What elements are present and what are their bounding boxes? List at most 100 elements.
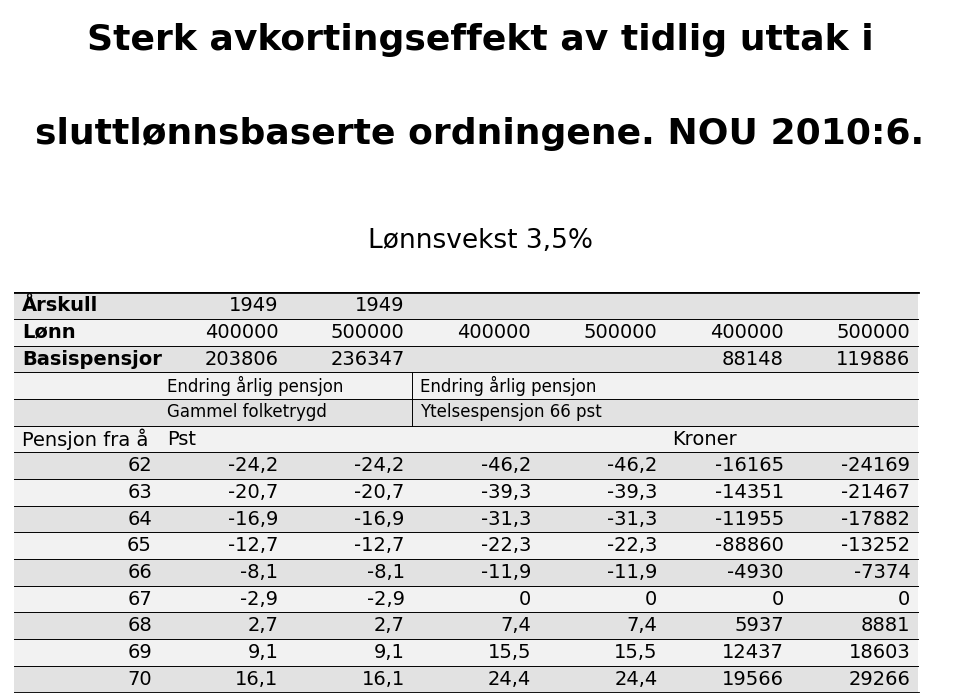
Text: 16,1: 16,1 (235, 670, 278, 688)
Text: -11,9: -11,9 (481, 563, 531, 582)
Text: -22,3: -22,3 (481, 537, 531, 555)
Text: 1949: 1949 (355, 296, 405, 315)
Text: -11955: -11955 (714, 509, 783, 528)
Text: 400000: 400000 (710, 323, 783, 342)
Text: -46,2: -46,2 (481, 457, 531, 475)
Text: Kroner: Kroner (672, 429, 737, 448)
Text: -12,7: -12,7 (228, 537, 278, 555)
Text: 5937: 5937 (734, 617, 783, 635)
Text: 24,4: 24,4 (488, 670, 531, 688)
Text: 0: 0 (518, 590, 531, 608)
Bar (14, 346, 918, 372)
Bar (14, 479, 918, 506)
Text: 500000: 500000 (331, 323, 405, 342)
Text: 15,5: 15,5 (614, 643, 658, 662)
Text: 63: 63 (128, 483, 152, 502)
Bar (14, 639, 918, 666)
Text: 119886: 119886 (836, 349, 910, 368)
Text: 67: 67 (128, 590, 152, 608)
Text: -2,9: -2,9 (367, 590, 405, 608)
Bar (14, 372, 918, 399)
Text: -22,3: -22,3 (607, 537, 658, 555)
Bar (14, 532, 918, 559)
Text: 2,7: 2,7 (373, 617, 405, 635)
Text: -12,7: -12,7 (354, 537, 405, 555)
Text: Lønn: Lønn (22, 323, 76, 342)
Bar (14, 506, 918, 532)
Text: Gammel folketrygd: Gammel folketrygd (167, 404, 326, 421)
Text: -24,2: -24,2 (354, 457, 405, 475)
Text: 15,5: 15,5 (488, 643, 531, 662)
Text: -39,3: -39,3 (481, 483, 531, 502)
Text: 236347: 236347 (330, 349, 405, 368)
Text: -17882: -17882 (841, 509, 910, 528)
Text: 16,1: 16,1 (362, 670, 405, 688)
Text: 9,1: 9,1 (248, 643, 278, 662)
Text: 500000: 500000 (836, 323, 910, 342)
Text: -21467: -21467 (841, 483, 910, 502)
Text: -20,7: -20,7 (228, 483, 278, 502)
Text: 8881: 8881 (861, 617, 910, 635)
Text: 66: 66 (128, 563, 152, 582)
Text: -11,9: -11,9 (607, 563, 658, 582)
Text: Basispensjor: Basispensjor (22, 349, 162, 368)
Text: -39,3: -39,3 (607, 483, 658, 502)
Bar (14, 666, 918, 693)
Text: Årskull: Årskull (22, 296, 98, 315)
Text: -16,9: -16,9 (354, 509, 405, 528)
Bar (14, 292, 918, 319)
Text: 500000: 500000 (584, 323, 658, 342)
Text: 0: 0 (898, 590, 910, 608)
Text: -20,7: -20,7 (354, 483, 405, 502)
Text: -88860: -88860 (715, 537, 783, 555)
Text: 9,1: 9,1 (373, 643, 405, 662)
Text: Lønnsvekst 3,5%: Lønnsvekst 3,5% (368, 228, 592, 254)
Text: 19566: 19566 (722, 670, 783, 688)
Text: Pst: Pst (167, 429, 196, 448)
Text: 7,4: 7,4 (500, 617, 531, 635)
Text: -8,1: -8,1 (367, 563, 405, 582)
Text: 0: 0 (772, 590, 783, 608)
Text: 62: 62 (128, 457, 152, 475)
Text: Endring årlig pensjon: Endring årlig pensjon (420, 376, 596, 396)
Text: -24,2: -24,2 (228, 457, 278, 475)
Text: Endring årlig pensjon: Endring årlig pensjon (167, 376, 344, 396)
Text: 88148: 88148 (722, 349, 783, 368)
Text: 18603: 18603 (849, 643, 910, 662)
Text: Pensjon fra å: Pensjon fra å (22, 428, 148, 450)
Text: 1949: 1949 (228, 296, 278, 315)
Bar (14, 319, 918, 346)
Text: 68: 68 (128, 617, 152, 635)
Text: 24,4: 24,4 (614, 670, 658, 688)
Text: -7374: -7374 (853, 563, 910, 582)
Bar (14, 426, 918, 452)
Text: -31,3: -31,3 (481, 509, 531, 528)
Bar (14, 586, 918, 612)
Text: 70: 70 (128, 670, 152, 688)
Text: 64: 64 (128, 509, 152, 528)
Text: 65: 65 (127, 537, 152, 555)
Text: 203806: 203806 (204, 349, 278, 368)
Text: 7,4: 7,4 (627, 617, 658, 635)
Text: -4930: -4930 (728, 563, 783, 582)
Text: -2,9: -2,9 (240, 590, 278, 608)
Text: -13252: -13252 (841, 537, 910, 555)
Bar (14, 399, 918, 426)
Text: 0: 0 (645, 590, 658, 608)
Text: 12437: 12437 (722, 643, 783, 662)
Bar (14, 612, 918, 639)
Text: sluttlønnsbaserte ordningene. NOU 2010:6.: sluttlønnsbaserte ordningene. NOU 2010:6… (36, 117, 924, 151)
Text: -31,3: -31,3 (607, 509, 658, 528)
Text: 29266: 29266 (849, 670, 910, 688)
Text: -16,9: -16,9 (228, 509, 278, 528)
Text: -24169: -24169 (841, 457, 910, 475)
Text: 2,7: 2,7 (248, 617, 278, 635)
Text: -16165: -16165 (714, 457, 783, 475)
Text: Ytelsespensjon 66 pst: Ytelsespensjon 66 pst (420, 404, 601, 421)
Text: Sterk avkortingseffekt av tidlig uttak i: Sterk avkortingseffekt av tidlig uttak i (86, 24, 874, 57)
Text: -46,2: -46,2 (607, 457, 658, 475)
Text: 400000: 400000 (204, 323, 278, 342)
Text: -8,1: -8,1 (240, 563, 278, 582)
Bar (14, 559, 918, 586)
Text: 69: 69 (128, 643, 152, 662)
